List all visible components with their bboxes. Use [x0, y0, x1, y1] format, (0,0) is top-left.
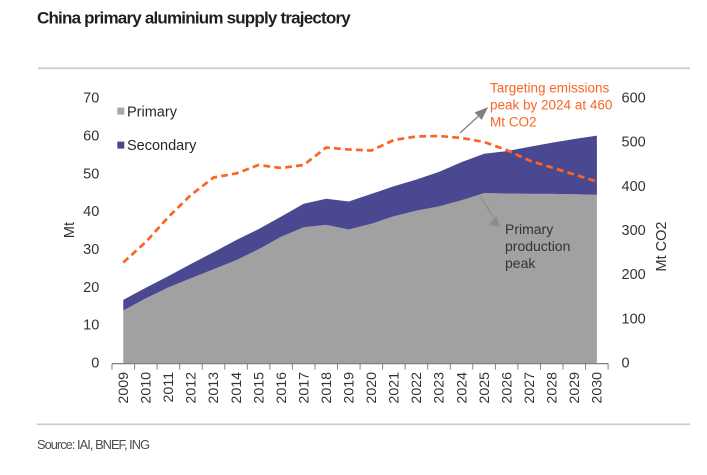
svg-text:2009: 2009 [116, 372, 132, 404]
svg-text:2015: 2015 [251, 372, 267, 404]
svg-text:20: 20 [83, 280, 99, 296]
svg-text:production: production [505, 238, 570, 254]
svg-text:2028: 2028 [545, 372, 561, 404]
svg-text:Source: IAI, BNEF, ING: Source: IAI, BNEF, ING [37, 437, 149, 452]
svg-text:500: 500 [622, 135, 646, 151]
svg-text:10: 10 [83, 318, 99, 334]
svg-text:2023: 2023 [432, 372, 448, 404]
svg-text:Primary: Primary [505, 221, 553, 237]
svg-text:2016: 2016 [274, 372, 290, 404]
svg-text:2027: 2027 [522, 372, 538, 404]
svg-text:50: 50 [83, 166, 99, 182]
svg-text:2021: 2021 [387, 372, 403, 404]
svg-text:Mt CO2: Mt CO2 [654, 222, 670, 272]
svg-text:400: 400 [622, 179, 646, 195]
svg-text:Mt CO2: Mt CO2 [490, 115, 537, 130]
svg-text:Primary: Primary [127, 105, 178, 121]
svg-text:70: 70 [83, 91, 99, 107]
svg-text:2029: 2029 [567, 372, 583, 404]
svg-text:Secondary: Secondary [127, 138, 197, 154]
svg-text:100: 100 [622, 311, 646, 327]
svg-text:Targeting emissions: Targeting emissions [490, 81, 610, 96]
svg-text:2022: 2022 [409, 372, 425, 404]
svg-text:600: 600 [622, 91, 646, 107]
svg-text:peak: peak [505, 255, 536, 271]
svg-text:200: 200 [622, 267, 646, 283]
svg-text:0: 0 [622, 356, 630, 372]
svg-text:2030: 2030 [590, 372, 606, 404]
svg-text:40: 40 [83, 204, 99, 220]
svg-text:peak by 2024 at 460: peak by 2024 at 460 [490, 98, 612, 113]
svg-text:2012: 2012 [184, 372, 200, 404]
svg-text:60: 60 [83, 128, 99, 144]
svg-text:30: 30 [83, 242, 99, 258]
svg-text:2011: 2011 [161, 372, 177, 403]
svg-text:2014: 2014 [229, 372, 245, 404]
svg-text:2018: 2018 [319, 372, 335, 404]
svg-text:2020: 2020 [364, 372, 380, 404]
svg-text:2025: 2025 [477, 372, 493, 404]
svg-text:2026: 2026 [499, 372, 515, 404]
svg-text:2019: 2019 [342, 372, 358, 404]
svg-text:2010: 2010 [139, 372, 155, 404]
svg-text:2024: 2024 [454, 372, 470, 404]
svg-text:China primary aluminium supply: China primary aluminium supply trajector… [37, 9, 351, 28]
svg-text:2017: 2017 [296, 372, 312, 404]
svg-text:0: 0 [91, 356, 99, 372]
svg-text:300: 300 [622, 223, 646, 239]
svg-text:2013: 2013 [206, 372, 222, 404]
svg-text:Mt: Mt [62, 222, 78, 238]
